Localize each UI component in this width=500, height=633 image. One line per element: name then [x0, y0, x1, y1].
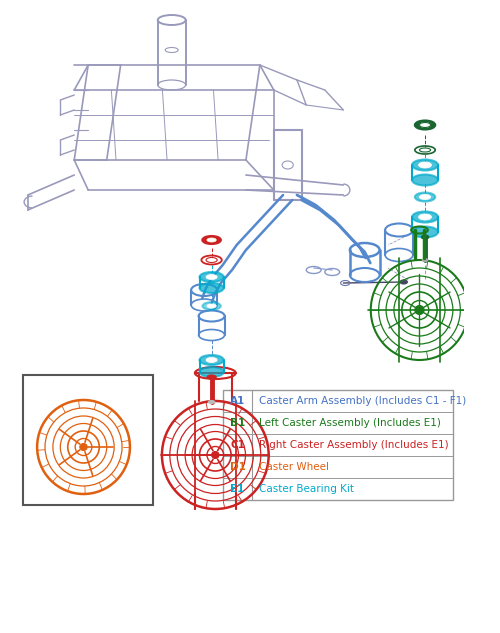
Text: Right Caster Assembly (Includes E1): Right Caster Assembly (Includes E1) [259, 440, 448, 450]
Ellipse shape [200, 272, 224, 282]
Ellipse shape [418, 162, 432, 168]
Ellipse shape [207, 304, 216, 308]
Text: A1: A1 [230, 396, 245, 406]
Ellipse shape [207, 375, 216, 379]
Ellipse shape [415, 192, 436, 201]
Ellipse shape [212, 451, 219, 458]
Ellipse shape [418, 214, 432, 220]
Text: E1: E1 [230, 484, 245, 494]
Ellipse shape [207, 238, 216, 242]
Text: D1: D1 [230, 462, 246, 472]
Ellipse shape [412, 175, 438, 185]
Text: Caster Arm Assembly (Includes C1 - F1): Caster Arm Assembly (Includes C1 - F1) [259, 396, 466, 406]
Ellipse shape [80, 444, 87, 451]
Ellipse shape [422, 258, 428, 261]
Ellipse shape [415, 306, 424, 315]
Text: Caster Wheel: Caster Wheel [259, 462, 329, 472]
Ellipse shape [412, 227, 438, 237]
Ellipse shape [415, 120, 436, 130]
Ellipse shape [206, 275, 217, 280]
Ellipse shape [202, 302, 221, 310]
Text: C1: C1 [230, 440, 245, 450]
Ellipse shape [412, 211, 438, 223]
Bar [222, 390, 453, 500]
Ellipse shape [420, 194, 430, 199]
Ellipse shape [420, 123, 430, 127]
Ellipse shape [200, 283, 224, 293]
Bar [23, 375, 153, 505]
Ellipse shape [206, 358, 217, 363]
Ellipse shape [208, 401, 215, 403]
Text: Left Caster Assembly (Includes E1): Left Caster Assembly (Includes E1) [259, 418, 441, 428]
Text: B1: B1 [230, 418, 245, 428]
Ellipse shape [412, 160, 438, 170]
Ellipse shape [200, 355, 224, 365]
Ellipse shape [400, 280, 407, 284]
Text: Caster Bearing Kit: Caster Bearing Kit [259, 484, 354, 494]
Ellipse shape [422, 235, 429, 239]
Ellipse shape [200, 367, 224, 377]
Ellipse shape [202, 236, 221, 244]
